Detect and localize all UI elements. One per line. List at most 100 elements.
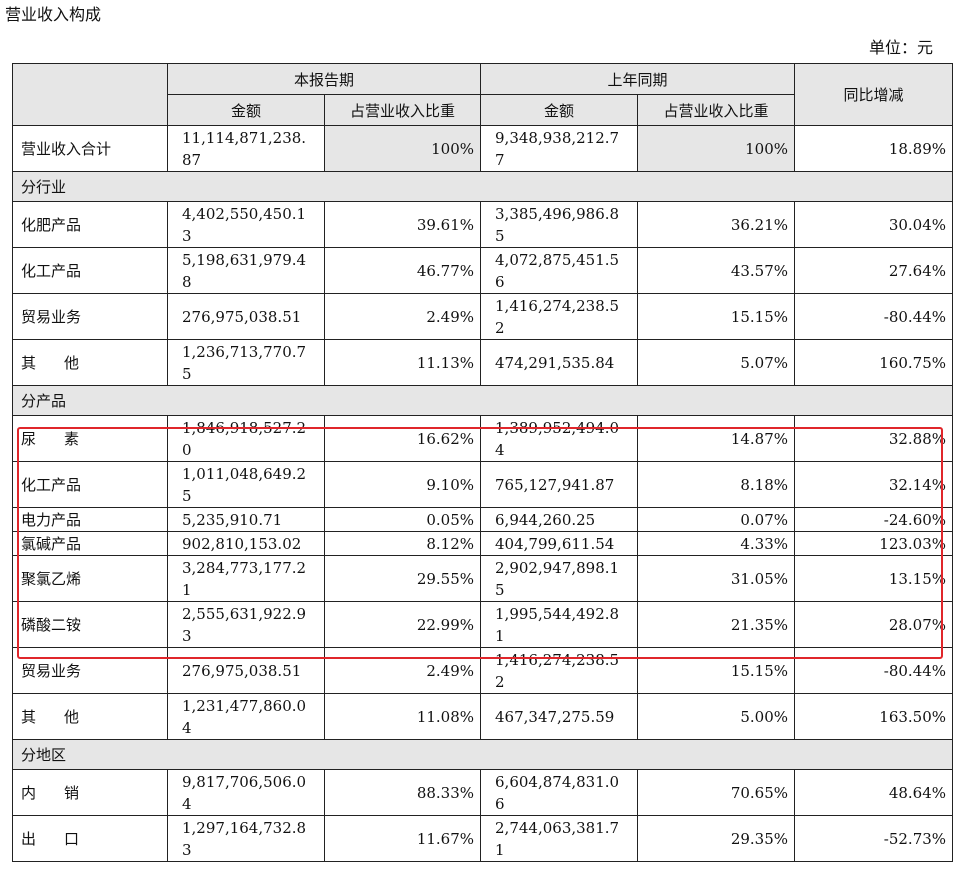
- current-amount: 1,297,164,732.83: [167, 815, 325, 862]
- prior-amount: 3,385,496,986.85: [480, 201, 639, 248]
- prior-share: 29.35%: [637, 815, 796, 862]
- current-share: 46.77%: [323, 247, 482, 294]
- prior-share: 14.87%: [637, 415, 796, 462]
- prior-amount: 9,348,938,212.77: [480, 125, 639, 172]
- yoy-change: 32.14%: [794, 461, 954, 508]
- row-label: 内销: [12, 769, 168, 816]
- yoy-change: -52.73%: [794, 815, 954, 862]
- header-current-amount: 金额: [167, 94, 325, 126]
- prior-amount: 6,944,260.25: [480, 507, 639, 532]
- row-label: 尿素: [12, 415, 168, 462]
- header-prior-share: 占营业收入比重: [637, 94, 796, 126]
- prior-amount: 1,995,544,492.81: [480, 601, 639, 648]
- page-title: 营业收入构成: [5, 5, 102, 24]
- yoy-change: -80.44%: [794, 647, 954, 694]
- table-row: 化工产品 1,011,048,649.25 9.10% 765,127,941.87 8…: [12, 461, 954, 508]
- current-share: 100%: [323, 125, 482, 172]
- current-share: 2.49%: [323, 293, 482, 340]
- yoy-change: -80.44%: [794, 293, 954, 340]
- section-header-row: 分行业: [11, 171, 954, 202]
- current-share: 16.62%: [323, 415, 482, 462]
- table-row: 其他 1,236,713,770.75 11.13% 474,291,535.84 5.…: [12, 339, 954, 386]
- row-label: 其他: [12, 339, 168, 386]
- corner-header: [12, 63, 168, 126]
- header-current-period: 本报告期: [166, 63, 482, 95]
- prior-amount: 474,291,535.84: [480, 339, 639, 386]
- row-label: 聚氯乙烯: [12, 555, 168, 602]
- revenue-table: 本报告期 上年同期 同比增减 金额 占营业收入比重 金额 占营业收入比重 营业收…: [11, 63, 954, 862]
- row-label: 出口: [12, 815, 168, 862]
- prior-share: 21.35%: [637, 601, 796, 648]
- current-amount: 1,011,048,649.25: [167, 461, 325, 508]
- current-amount: 1,846,918,527.20: [167, 415, 325, 462]
- row-label: 磷酸二铵: [12, 601, 168, 648]
- prior-share: 5.00%: [637, 693, 796, 740]
- current-share: 0.05%: [323, 507, 482, 532]
- current-share: 29.55%: [323, 555, 482, 602]
- row-label: 贸易业务: [12, 293, 168, 340]
- row-label: 贸易业务: [12, 647, 168, 694]
- current-share: 22.99%: [323, 601, 482, 648]
- yoy-change: 163.50%: [794, 693, 954, 740]
- row-label: 氯碱产品: [12, 531, 168, 556]
- prior-amount: 6,604,874,831.06: [480, 769, 639, 816]
- current-amount: 276,975,038.51: [167, 647, 325, 694]
- current-amount: 5,198,631,979.48: [167, 247, 325, 294]
- current-amount: 9,817,706,506.04: [167, 769, 325, 816]
- table-row: 氯碱产品 902,810,153.02 8.12% 404,799,611.54 4.3…: [12, 531, 954, 556]
- prior-amount: 1,416,274,238.52: [480, 293, 639, 340]
- table-row: 化肥产品 4,402,550,450.13 39.61% 3,385,496,986.…: [12, 201, 954, 248]
- prior-share: 36.21%: [637, 201, 796, 248]
- table-row: 化工产品 5,198,631,979.48 46.77% 4,072,875,451.…: [12, 247, 954, 294]
- yoy-change: -24.60%: [794, 507, 954, 532]
- table-row: 磷酸二铵 2,555,631,922.93 22.99% 1,995,544,492.…: [12, 601, 954, 648]
- header-prior-amount: 金额: [480, 94, 639, 126]
- table-row: 贸易业务 276,975,038.51 2.49% 1,416,274,238.52 1…: [12, 647, 954, 694]
- current-amount: 4,402,550,450.13: [167, 201, 325, 248]
- unit-label: 单位：元: [868, 38, 933, 57]
- current-amount: 276,975,038.51: [167, 293, 325, 340]
- current-share: 88.33%: [323, 769, 482, 816]
- yoy-change: 30.04%: [794, 201, 954, 248]
- yoy-change: 27.64%: [794, 247, 954, 294]
- yoy-change: 48.64%: [794, 769, 954, 816]
- current-amount: 1,231,477,860.04: [167, 693, 325, 740]
- table-row: 尿素 1,846,918,527.20 16.62% 1,389,952,494.04…: [12, 415, 954, 462]
- table-row: 出口 1,297,164,732.83 11.67% 2,744,063,381.71…: [12, 815, 954, 862]
- prior-share: 31.05%: [637, 555, 796, 602]
- current-amount: 3,284,773,177.21: [167, 555, 325, 602]
- header-yoy-change: 同比增减: [794, 63, 954, 126]
- header-prior-period: 上年同期: [480, 63, 796, 95]
- yoy-change: 123.03%: [794, 531, 954, 556]
- current-share: 11.67%: [323, 815, 482, 862]
- current-amount: 902,810,153.02: [167, 531, 325, 556]
- row-label: 营业收入合计: [12, 125, 168, 172]
- prior-amount: 1,389,952,494.04: [480, 415, 639, 462]
- prior-share: 0.07%: [637, 507, 796, 532]
- yoy-change: 28.07%: [794, 601, 954, 648]
- prior-amount: 2,744,063,381.71: [480, 815, 639, 862]
- current-share: 8.12%: [323, 531, 482, 556]
- prior-share: 70.65%: [637, 769, 796, 816]
- yoy-change: 160.75%: [794, 339, 954, 386]
- current-amount: 2,555,631,922.93: [167, 601, 325, 648]
- table-row: 电力产品 5,235,910.71 0.05% 6,944,260.25 0.07% -2…: [12, 507, 954, 532]
- table-row: 贸易业务 276,975,038.51 2.49% 1,416,274,238.52 1…: [12, 293, 954, 340]
- prior-share: 15.15%: [637, 293, 796, 340]
- prior-amount: 1,416,274,238.52: [480, 647, 639, 694]
- prior-amount: 404,799,611.54: [480, 531, 639, 556]
- prior-amount: 765,127,941.87: [480, 461, 639, 508]
- row-label: 电力产品: [12, 507, 168, 532]
- current-share: 11.13%: [323, 339, 482, 386]
- row-label: 化工产品: [12, 247, 168, 294]
- current-share: 2.49%: [323, 647, 482, 694]
- current-amount: 5,235,910.71: [167, 507, 325, 532]
- prior-share: 100%: [637, 125, 796, 172]
- total-row: 营业收入合计 11,114,871,238.87 100% 9,348,938,…: [12, 125, 954, 172]
- prior-amount: 467,347,275.59: [480, 693, 639, 740]
- section-title: 分地区: [11, 739, 954, 770]
- prior-share: 4.33%: [637, 531, 796, 556]
- prior-share: 15.15%: [637, 647, 796, 694]
- current-amount: 1,236,713,770.75: [167, 339, 325, 386]
- current-share: 9.10%: [323, 461, 482, 508]
